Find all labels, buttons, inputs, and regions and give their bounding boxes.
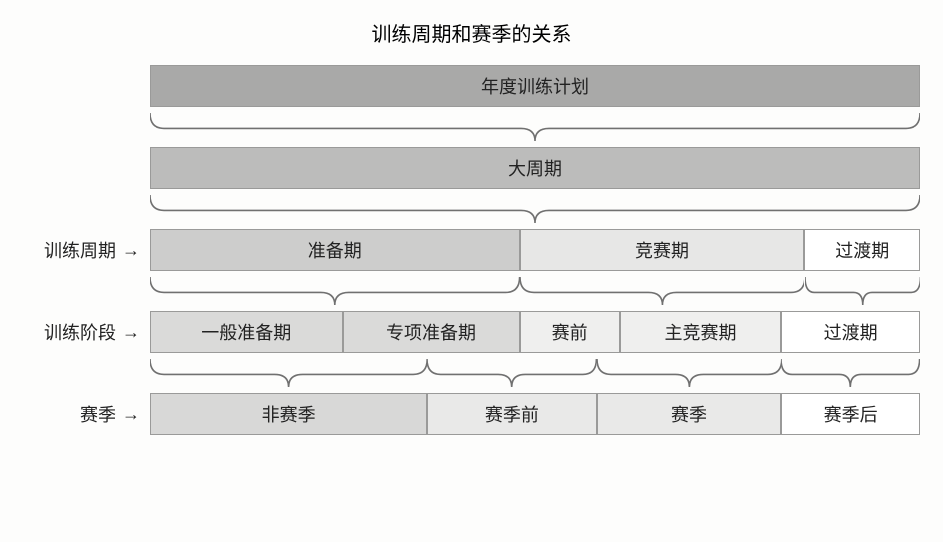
training_cycle-cell-1: 竞赛期 — [520, 229, 805, 271]
row-label-season: 赛季 → — [10, 393, 140, 435]
training_phase-cell-1: 专项准备期 — [343, 311, 520, 353]
brace-row-2 — [150, 195, 920, 223]
b3-brace-1 — [520, 277, 805, 305]
training_phase-cell-2: 赛前 — [520, 311, 620, 353]
b4-brace-0 — [150, 359, 427, 387]
b4-brace-2 — [597, 359, 782, 387]
label-text: 赛季 — [80, 401, 116, 427]
macrocycle-cell-0: 大周期 — [150, 147, 920, 189]
diagram-body: 年度训练计划 大周期 训练周期 → 准备期竞赛期过渡期 训练阶段 → 一般准备期… — [150, 65, 920, 435]
row-label-training-phase: 训练阶段 → — [10, 311, 140, 353]
b4-brace-3 — [781, 359, 920, 387]
training_cycle-cell-0: 准备期 — [150, 229, 520, 271]
b3-brace-0 — [150, 277, 520, 305]
brace-row-4 — [150, 359, 920, 387]
row-macrocycle: 大周期 — [150, 147, 920, 189]
row-annual: 年度训练计划 — [150, 65, 920, 107]
training_phase-cell-0: 一般准备期 — [150, 311, 343, 353]
brace-row-3 — [150, 277, 920, 305]
annual-cell-0: 年度训练计划 — [150, 65, 920, 107]
arrow-icon: → — [122, 240, 140, 261]
arrow-icon: → — [122, 322, 140, 343]
row-training-cycle: 训练周期 → 准备期竞赛期过渡期 — [150, 229, 920, 271]
label-text: 训练周期 — [44, 237, 116, 263]
b1-brace-0 — [150, 113, 920, 141]
brace-row-1 — [150, 113, 920, 141]
row-label-training-cycle: 训练周期 → — [10, 229, 140, 271]
row-season: 赛季 → 非赛季赛季前赛季赛季后 — [150, 393, 920, 435]
arrow-icon: → — [122, 404, 140, 425]
diagram-title: 训练周期和赛季的关系 — [0, 0, 943, 65]
b2-brace-0 — [150, 195, 920, 223]
season-cell-1: 赛季前 — [427, 393, 596, 435]
training_phase-cell-3: 主竞赛期 — [620, 311, 782, 353]
season-cell-0: 非赛季 — [150, 393, 427, 435]
training_cycle-cell-2: 过渡期 — [804, 229, 920, 271]
training_phase-cell-4: 过渡期 — [781, 311, 920, 353]
season-cell-3: 赛季后 — [781, 393, 920, 435]
row-training-phase: 训练阶段 → 一般准备期专项准备期赛前主竞赛期过渡期 — [150, 311, 920, 353]
b3-brace-2 — [805, 277, 921, 305]
label-text: 训练阶段 — [44, 319, 116, 345]
season-cell-2: 赛季 — [597, 393, 782, 435]
b4-brace-1 — [427, 359, 596, 387]
